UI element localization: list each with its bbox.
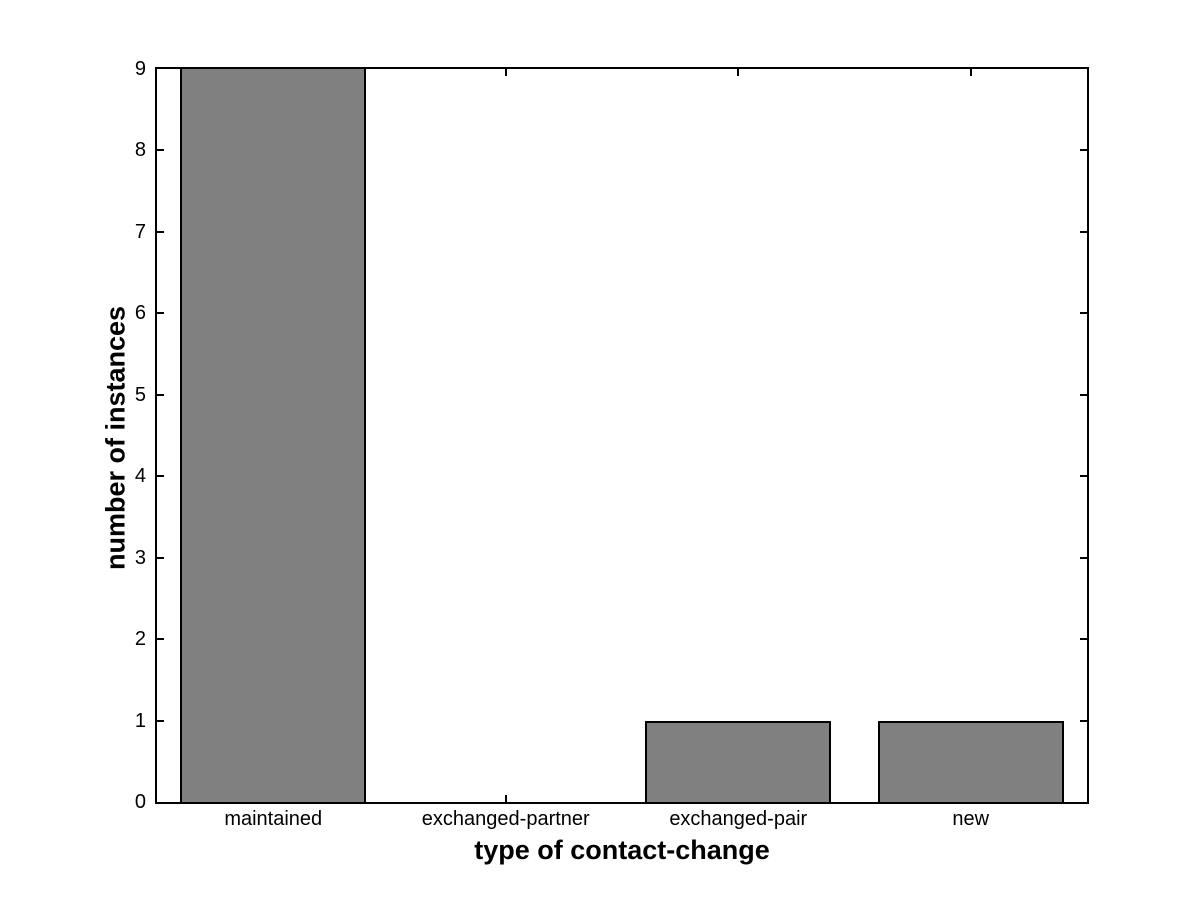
y-tick-label: 3 <box>134 546 146 569</box>
x-tick-mark <box>969 69 972 76</box>
y-tick-mark <box>1080 638 1087 641</box>
x-tick-mark <box>737 69 740 76</box>
x-tick-label: exchanged-pair <box>669 808 808 830</box>
y-tick-label: 4 <box>134 465 146 488</box>
x-tick-label: new <box>952 808 990 830</box>
y-tick-mark <box>157 719 164 722</box>
y-tick-mark <box>1080 312 1087 315</box>
x-tick-mark <box>504 795 507 802</box>
plot-area <box>155 67 1089 804</box>
y-tick-label: 2 <box>134 628 146 651</box>
y-tick-label: 6 <box>134 302 146 325</box>
y-tick-mark <box>157 475 164 478</box>
x-tick-mark <box>504 69 507 76</box>
bar-exchanged-pair <box>645 720 832 802</box>
y-tick-label: 7 <box>134 220 146 243</box>
y-tick-label: 8 <box>134 139 146 162</box>
y-tick-mark <box>157 556 164 559</box>
y-tick-mark <box>1080 556 1087 559</box>
y-tick-label: 0 <box>134 791 146 813</box>
y-tick-mark <box>157 638 164 641</box>
x-axis-title: type of contact-change <box>474 835 770 865</box>
bar-maintained <box>180 69 367 802</box>
y-tick-mark <box>1080 393 1087 396</box>
y-tick-mark <box>157 149 164 152</box>
y-tick-mark <box>1080 149 1087 152</box>
x-tick-label: exchanged-partner <box>421 808 590 830</box>
y-tick-mark <box>157 312 164 315</box>
y-tick-label: 5 <box>134 383 146 406</box>
y-tick-label: 1 <box>134 709 146 732</box>
bar-new <box>877 720 1064 802</box>
y-tick-mark <box>157 230 164 233</box>
y-tick-mark <box>157 393 164 396</box>
x-tick-label: maintained <box>224 808 323 830</box>
y-axis-title: number of instances <box>100 305 131 571</box>
y-tick-mark <box>1080 719 1087 722</box>
y-tick-mark <box>1080 230 1087 233</box>
y-tick-mark <box>1080 475 1087 478</box>
y-tick-label: 9 <box>134 58 146 80</box>
